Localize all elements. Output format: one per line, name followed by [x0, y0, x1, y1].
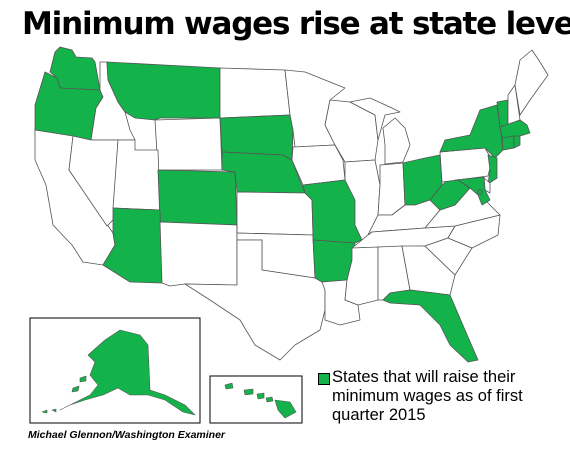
state-washington: [49, 46, 101, 91]
state-florida: [382, 289, 479, 363]
state-colorado: [157, 169, 238, 226]
state-north-carolina: [447, 214, 501, 249]
state-alaska-islands: [41, 375, 87, 414]
state-indiana: [377, 162, 406, 216]
state-utah: [112, 139, 161, 211]
state-iowa: [291, 144, 346, 186]
state-district-of-columbia: [477, 189, 483, 195]
state-michigan: [349, 97, 411, 165]
mainland-states: [34, 46, 549, 363]
state-kansas: [236, 191, 314, 236]
legend-label: States that will raise their minimum wag…: [332, 368, 523, 424]
state-connecticut: [501, 135, 515, 151]
state-hawaii: [224, 382, 297, 419]
state-new-jersey: [487, 154, 498, 185]
state-wyoming: [154, 117, 223, 171]
legend-swatch: [318, 373, 330, 385]
state-new-mexico: [159, 221, 238, 287]
state-rhode-island: [513, 135, 521, 149]
state-alaska: [59, 329, 196, 416]
legend: States that will raise their minimum wag…: [318, 368, 538, 425]
alaska-inset-frame: [29, 317, 201, 424]
map-title: Minimum wages rise at state level: [22, 6, 570, 42]
state-georgia: [401, 245, 456, 296]
state-maine: [514, 49, 549, 116]
state-north-dakota: [219, 67, 291, 119]
state-texas: [184, 239, 326, 361]
credit: Michael Glennon/Washington Examiner: [28, 429, 226, 441]
state-maryland: [454, 176, 491, 206]
hawaii-inset-frame: [209, 375, 303, 424]
